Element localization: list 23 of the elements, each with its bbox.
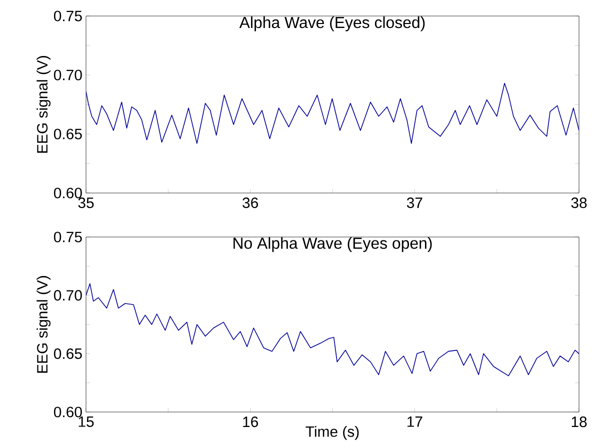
y-tick-label: 0.65 bbox=[54, 348, 82, 359]
y-axis-title: EEG signal (V) bbox=[36, 276, 51, 373]
y-tick-label: 0.60 bbox=[54, 188, 82, 198]
y-axis-title: EEG signal (V) bbox=[36, 56, 51, 153]
x-axis-title: Time (s) bbox=[306, 426, 359, 440]
y-tick-label: 0.70 bbox=[54, 70, 82, 80]
x-tick-label: 17 bbox=[408, 416, 422, 427]
x-tick-label: 37 bbox=[406, 198, 422, 208]
y-tick-label: 0.75 bbox=[54, 232, 82, 242]
line-series bbox=[86, 82, 580, 144]
x-tick-label: 38 bbox=[571, 198, 587, 208]
y-tick-label: 0.65 bbox=[54, 128, 82, 140]
x-tick-label: 36 bbox=[242, 198, 258, 208]
chart-title: No Alpha Wave (Eyes open) bbox=[234, 237, 432, 252]
x-tick-label: 35 bbox=[78, 198, 94, 208]
y-tick-label: 0.60 bbox=[54, 406, 82, 418]
chart-title: Alpha Wave (Eyes closed) bbox=[239, 16, 425, 32]
x-tick-label: 15 bbox=[78, 416, 94, 427]
y-tick-label: 0.70 bbox=[54, 290, 82, 301]
line-series bbox=[86, 283, 580, 376]
x-tick-label: 16 bbox=[243, 416, 258, 428]
x-tick-label: 18 bbox=[572, 416, 587, 428]
y-tick-label: 0.75 bbox=[54, 10, 82, 22]
